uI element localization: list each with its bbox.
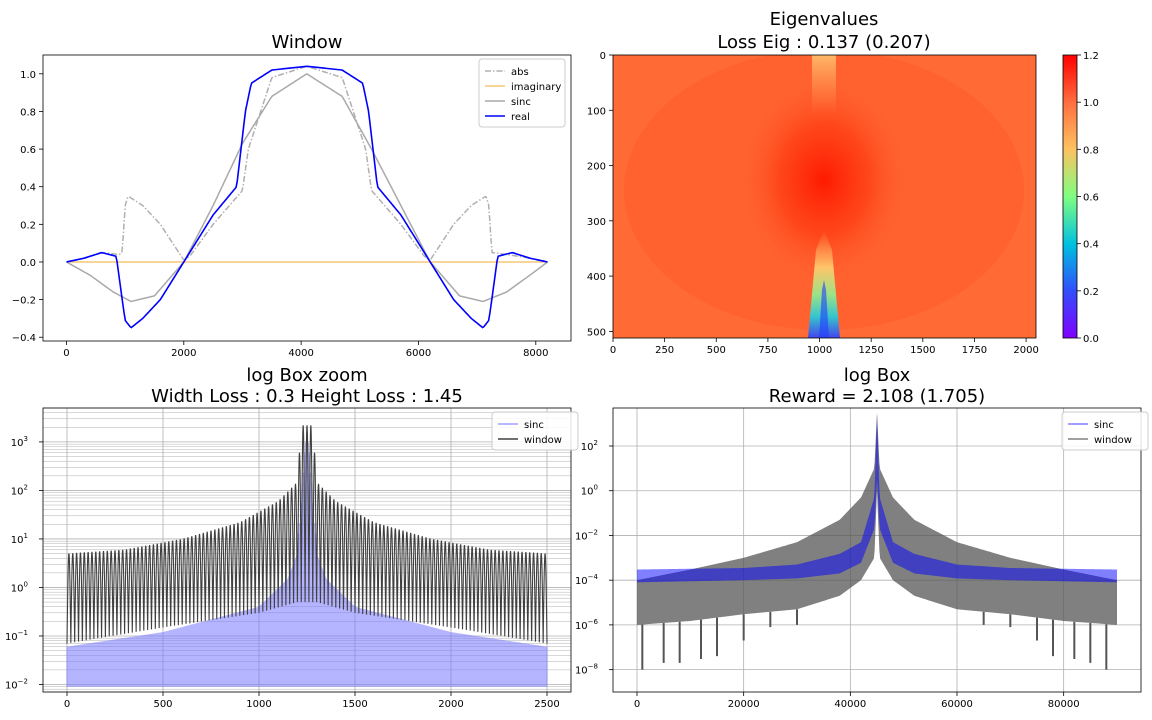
window-series-abs <box>66 66 547 262</box>
window-ytick-label: 0.6 <box>20 145 36 156</box>
log-box-xtick-label: 0 <box>634 699 640 710</box>
log-box-series-window-dips <box>642 609 1106 669</box>
log-box-ytick-label: 100 <box>581 484 598 498</box>
log-box-xtick-label: 40000 <box>834 699 866 710</box>
window-xtick-label: 2000 <box>171 348 196 359</box>
eigen-xtick-label: 250 <box>655 345 674 356</box>
log-box-zoom-legend-label: sinc <box>524 420 544 431</box>
window-chart-title: Window <box>272 32 343 53</box>
log-box-chart-title: log Box <box>844 365 911 386</box>
log-box-zoom-ytick-label: 10−1 <box>5 629 28 643</box>
eigenvalues-chart: Eigenvalues Loss Eig : 0.137 (0.207) 0 25… <box>587 9 1099 356</box>
log-box-zoom-ytick-label: 102 <box>11 483 28 497</box>
window-legend-label: abs <box>511 67 529 78</box>
log-box-ytick-label: 10−4 <box>575 573 599 587</box>
eigen-xtick-label: 500 <box>707 345 726 356</box>
log-box-zoom-xtick-label: 0 <box>64 699 70 710</box>
log-box-chart: log Box Reward = 2.108 (1.705) 0 20000 400… <box>575 365 1148 710</box>
log-box-zoom-xtick-label: 1500 <box>342 699 367 710</box>
window-ytick-label: −0.2 <box>12 296 36 307</box>
colorbar-tick-label: 0.6 <box>1083 193 1099 204</box>
window-xtick-label: 8000 <box>523 348 548 359</box>
log-box-zoom-legend-label: window <box>524 435 562 446</box>
eigen-xtick-label: 1500 <box>910 345 935 356</box>
log-box-xtick-label: 60000 <box>941 699 973 710</box>
eigen-ytick-label: 300 <box>587 217 606 228</box>
eigen-xtick-label: 750 <box>758 345 777 356</box>
log-box-zoom-legend: sinc window <box>492 412 578 450</box>
window-legend-label: imaginary <box>511 82 561 93</box>
log-box-ytick-label: 10−8 <box>575 663 598 677</box>
log-box-zoom-ytick-label: 10−2 <box>5 677 28 691</box>
log-box-zoom-ytick-label: 103 <box>11 435 28 449</box>
window-legend: abs imaginary sinc real <box>479 59 565 127</box>
eigen-xtick-label: 1750 <box>962 345 987 356</box>
eigen-ytick-label: 400 <box>587 272 606 283</box>
log-box-ytick-label: 10−6 <box>575 618 599 632</box>
window-ytick-label: 0.0 <box>20 258 36 269</box>
eigenvalues-chart-subtitle: Loss Eig : 0.137 (0.207) <box>717 32 930 53</box>
window-ytick-label: 0.2 <box>20 220 36 231</box>
eigen-xtick-label: 2000 <box>1013 345 1038 356</box>
colorbar-tick-label: 0.4 <box>1083 240 1099 251</box>
window-legend-label: real <box>511 112 530 123</box>
window-series-sinc <box>66 74 547 301</box>
window-chart: Window 0 2000 4000 6000 8000 −0.4 −0.2 0.0 0.2 0.… <box>12 32 571 359</box>
eigenvalues-chart-title: Eigenvalues <box>770 9 879 30</box>
log-box-ytick-label: 10−2 <box>575 528 598 542</box>
log-box-ytick-label: 102 <box>581 439 598 453</box>
log-box-series-sinc <box>637 413 1117 582</box>
log-box-legend-label: window <box>1094 435 1132 446</box>
window-legend-label: sinc <box>511 97 531 108</box>
log-box-legend: sinc window <box>1062 412 1148 450</box>
window-ytick-label: 0.8 <box>20 107 36 118</box>
window-ytick-label: 0.4 <box>20 183 36 194</box>
colorbar-tick-label: 1.0 <box>1083 98 1099 109</box>
colorbar-tick-label: 0.0 <box>1083 334 1099 345</box>
log-box-zoom-chart-subtitle: Width Loss : 0.3 Height Loss : 1.45 <box>151 386 463 407</box>
eigen-xtick-label: 1000 <box>807 345 832 356</box>
colorbar-tick-label: 0.8 <box>1083 145 1099 156</box>
log-box-zoom-xtick-label: 2500 <box>534 699 559 710</box>
window-ytick-label: −0.4 <box>12 333 36 344</box>
colorbar-tick-label: 1.2 <box>1083 51 1099 62</box>
eigenvalues-colorbar <box>1063 55 1077 338</box>
log-box-zoom-xtick-label: 2000 <box>438 699 463 710</box>
colorbar-tick-label: 0.2 <box>1083 287 1099 298</box>
log-box-xtick-label: 20000 <box>728 699 760 710</box>
window-xtick-label: 4000 <box>288 348 313 359</box>
log-box-zoom-xtick-label: 1000 <box>246 699 271 710</box>
log-box-chart-subtitle: Reward = 2.108 (1.705) <box>769 386 985 407</box>
log-box-zoom-xtick-label: 500 <box>153 699 172 710</box>
window-xtick-label: 6000 <box>406 348 431 359</box>
window-xtick-label: 0 <box>63 348 69 359</box>
log-box-xtick-label: 80000 <box>1048 699 1080 710</box>
eigen-ytick-label: 100 <box>587 106 606 117</box>
eigen-ytick-label: 0 <box>600 51 606 62</box>
window-ytick-label: 1.0 <box>20 70 36 81</box>
log-box-legend-label: sinc <box>1094 420 1114 431</box>
eigen-ytick-label: 500 <box>587 327 606 338</box>
eigen-xtick-label: 0 <box>610 345 616 356</box>
log-box-zoom-ytick-label: 100 <box>11 580 28 594</box>
log-box-zoom-ytick-label: 101 <box>11 532 28 546</box>
window-series-real <box>66 66 547 327</box>
eigen-ytick-label: 200 <box>587 162 606 173</box>
eigen-xtick-label: 1250 <box>858 345 883 356</box>
log-box-zoom-chart-title: log Box zoom <box>246 365 367 386</box>
log-box-zoom-chart: log Box zoom Width Loss : 0.3 Height Lo… <box>5 365 578 710</box>
eigenvalues-heatmap <box>613 50 1036 338</box>
